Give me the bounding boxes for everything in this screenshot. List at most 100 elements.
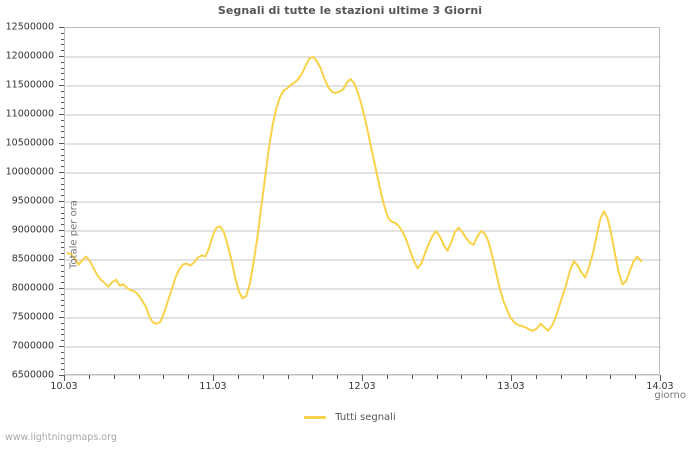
y-axis-minor-tick [61,73,65,75]
y-axis-minor-tick [61,79,65,81]
y-axis-minor-tick [61,137,65,139]
y-axis-minor-tick [61,282,65,284]
y-axis-minor-tick [61,311,65,313]
x-axis-major-tick [213,375,214,381]
y-axis-minor-tick [61,247,65,249]
y-axis-minor-tick [61,177,65,179]
y-axis-major-tick [59,230,65,231]
y-axis-tick-label: 10000000 [5,166,54,178]
y-axis-major-tick [59,201,65,202]
y-axis-tick-label: 8000000 [11,282,54,294]
x-axis-minor-tick [262,375,264,379]
y-axis-minor-tick [61,119,65,121]
x-axis-label: giorno [654,390,686,401]
y-axis-major-tick [59,143,65,144]
y-axis-minor-tick [61,67,65,69]
y-axis-major-tick [59,375,65,376]
y-axis-minor-tick [61,305,65,307]
x-axis-minor-tick [237,375,239,379]
y-axis-minor-tick [61,166,65,168]
y-axis-minor-tick [61,38,65,40]
x-axis-minor-tick [163,375,165,379]
y-axis-tick-label: 12500000 [5,21,54,33]
y-axis-tick-label: 6500000 [11,369,54,381]
y-axis-minor-tick [61,322,65,324]
y-axis-minor-tick [61,50,65,52]
y-axis-minor-tick [61,264,65,266]
grid-lines [65,56,661,376]
y-axis-tick-label: 11500000 [5,79,54,91]
y-axis-minor-tick [61,44,65,46]
y-axis-minor-tick [61,299,65,301]
y-axis-minor-tick [61,90,65,92]
x-axis-minor-tick [610,375,612,379]
y-axis-minor-tick [61,340,65,342]
x-axis-major-tick [362,375,363,381]
y-axis-minor-tick [61,328,65,330]
y-axis-minor-tick [61,183,65,185]
y-axis-label: Totale per ora [68,200,80,269]
footer-watermark-url: www.lightningmaps.org [5,432,117,443]
x-axis-minor-tick [386,375,388,379]
legend-item-tutti-segnali[interactable]: Tutti segnali [304,412,396,423]
y-axis-minor-tick [61,270,65,272]
x-axis-minor-tick [535,375,537,379]
chart-title: Segnali di tutte le stazioni ultime 3 Gi… [217,4,483,17]
x-axis-minor-tick [436,375,438,379]
y-axis-minor-tick [61,195,65,197]
legend-item-label: Tutti segnali [335,412,396,423]
x-axis-minor-tick [337,375,339,379]
y-axis-major-tick [59,172,65,173]
y-axis-minor-tick [61,351,65,353]
y-axis-minor-tick [61,253,65,255]
y-axis-minor-tick [61,131,65,133]
x-axis-tick-label: 14.03 [646,381,674,392]
y-axis-major-tick [59,27,65,28]
series-tutti-segnali [66,56,643,332]
y-axis-minor-tick [61,369,65,371]
x-axis-tick-label: 11.03 [199,381,227,392]
x-axis-minor-tick [188,375,190,379]
y-axis-major-tick [59,259,65,260]
y-axis-minor-tick [61,148,65,150]
y-axis-tick-label: 12000000 [5,50,54,62]
x-axis-major-tick [511,375,512,381]
y-axis-tick-label: 7500000 [11,311,54,323]
legend-color-swatch [304,416,327,419]
y-axis-minor-tick [61,206,65,208]
y-axis-minor-tick [61,363,65,365]
y-axis-major-tick [59,114,65,115]
y-axis-minor-tick [61,276,65,278]
y-axis-major-tick [59,56,65,57]
x-axis-major-tick [64,375,65,381]
x-axis-minor-tick [88,375,90,379]
y-axis-minor-tick [61,61,65,63]
y-axis-minor-tick [61,32,65,34]
x-axis-tick-label: 10.03 [50,381,78,392]
y-axis-minor-tick [61,102,65,104]
y-axis-tick-label: 7000000 [11,340,54,352]
y-axis-tick-label: 9000000 [11,224,54,236]
y-axis-minor-tick [61,334,65,336]
y-axis-minor-tick [61,96,65,98]
x-axis-minor-tick [486,375,488,379]
y-axis-minor-tick [61,241,65,243]
y-axis-major-tick [59,317,65,318]
y-axis-minor-tick [61,125,65,127]
y-axis-tick-label: 11000000 [5,108,54,120]
x-axis-minor-tick [138,375,140,379]
x-axis-major-tick [660,375,661,381]
y-axis-minor-tick [61,212,65,214]
x-axis-minor-tick [287,375,289,379]
x-axis-tick-labels: 10.03 11.03 12.03 13.03 14.03 [0,381,700,395]
y-axis-minor-tick [61,108,65,110]
chart-legend: Tutti segnali [0,412,700,423]
x-axis-minor-tick [312,375,314,379]
y-axis-minor-tick [61,293,65,295]
y-axis-tick-marks [59,27,65,376]
y-axis-tick-labels: 12500000 12000000 11500000 11000000 10500000… [0,22,60,381]
x-axis-tick-label: 13.03 [497,381,525,392]
x-axis-minor-tick [585,375,587,379]
y-axis-minor-tick [61,160,65,162]
x-axis-tick-label: 12.03 [348,381,376,392]
